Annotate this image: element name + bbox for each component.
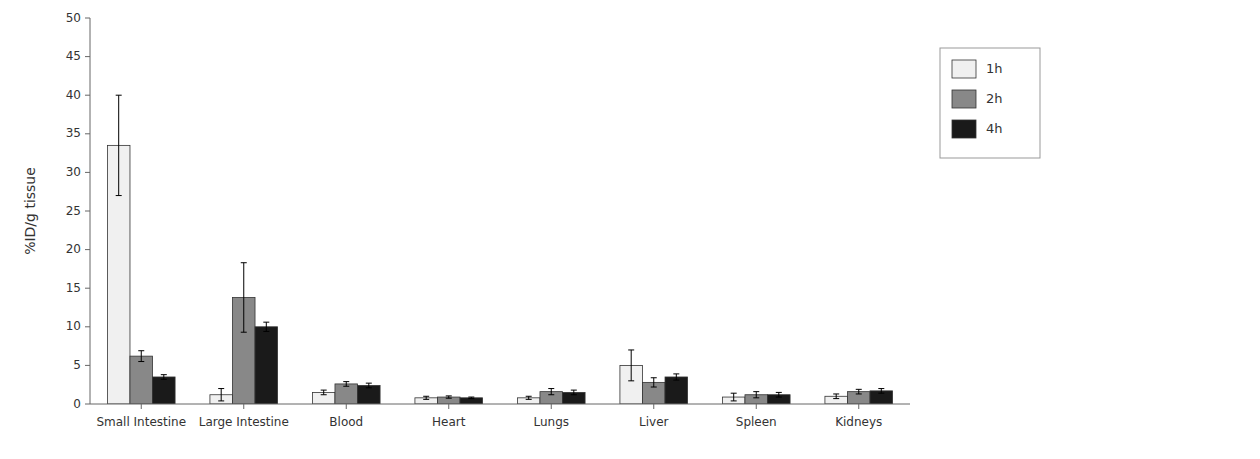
x-axis: Small Intestine Large Intestine Blood Heart… [96,404,882,429]
y-tick [85,172,90,173]
x-tick [858,404,859,409]
chart-container: 0 5 10 15 20 25 30 35 40 45 50 %ID/g tissue Small In… [0,0,1260,459]
y-tick [85,211,90,212]
y-axis-line [90,18,91,404]
error-bar [343,382,349,387]
error-bar [776,392,782,397]
x-tick [653,404,654,409]
y-tick [85,95,90,96]
x-axis-line [90,404,910,405]
y-tick-label: 10 [66,319,81,333]
y-tick-label: 25 [66,204,81,218]
x-tick-label: Blood [329,415,363,429]
bar [460,398,483,404]
y-tick [85,249,90,250]
legend-swatch [952,120,976,138]
plot-marks [107,95,892,404]
y-tick [85,365,90,366]
y-tick [85,56,90,57]
y-axis: 0 5 10 15 20 25 30 35 40 45 50 [66,11,90,411]
x-tick-label: Small Intestine [96,415,186,429]
y-tick-label: 30 [66,165,81,179]
x-tick-label: Kidneys [835,415,882,429]
error-bar [218,389,224,401]
legend-swatch [952,90,976,108]
bar [335,384,358,404]
y-tick [85,133,90,134]
y-tick-label: 15 [66,281,81,295]
y-tick-label: 35 [66,126,81,140]
x-tick-label: Heart [432,415,466,429]
error-bar [673,374,679,380]
error-bar [651,378,657,387]
bar [665,377,688,404]
x-tick-label: Spleen [736,415,777,429]
error-bar [446,396,452,398]
chart-svg: 0 5 10 15 20 25 30 35 40 45 50 %ID/g tissue Small In… [0,0,1260,459]
y-tick-label: 40 [66,88,81,102]
error-bar [753,392,759,398]
legend-label: 2h [986,91,1003,106]
y-tick-label: 45 [66,49,81,63]
y-tick [85,404,90,405]
error-bar [571,390,577,395]
bar-series [153,322,893,404]
error-bar [526,396,532,399]
error-bar [241,263,247,332]
x-tick [448,404,449,409]
legend: 1h 2h 4h [940,48,1040,158]
x-tick [141,404,142,409]
error-bar [161,375,167,380]
y-tick [85,18,90,19]
x-tick-label: Lungs [533,415,569,429]
error-bar [366,383,372,388]
error-bar [731,393,737,401]
legend-frame [940,48,1040,158]
x-tick [551,404,552,409]
error-bar [833,394,839,399]
y-tick-label: 5 [73,358,81,372]
legend-label: 1h [986,61,1003,76]
error-bar [138,351,144,362]
y-tick [85,288,90,289]
y-tick [85,326,90,327]
y-tick-label: 20 [66,242,81,256]
x-tick [756,404,757,409]
y-tick-label: 0 [73,397,81,411]
bar [153,377,176,404]
legend-swatch [952,60,976,78]
error-bar [423,396,429,399]
error-bar [856,389,862,394]
bar-series [107,95,847,404]
error-bar [628,350,634,381]
x-tick-label: Large Intestine [199,415,289,429]
error-bar [878,389,884,394]
x-tick [346,404,347,409]
error-bar [116,95,122,195]
x-tick [243,404,244,409]
legend-label: 4h [986,121,1003,136]
x-tick-label: Liver [639,415,669,429]
bar [130,356,153,404]
bar [255,327,278,404]
error-bar [263,322,269,331]
bar-series [130,263,870,404]
error-bar [548,389,554,395]
y-tick-label: 50 [66,11,81,25]
y-axis-label: %ID/g tissue [22,167,38,255]
error-bar [321,390,327,395]
error-bar [468,397,474,399]
